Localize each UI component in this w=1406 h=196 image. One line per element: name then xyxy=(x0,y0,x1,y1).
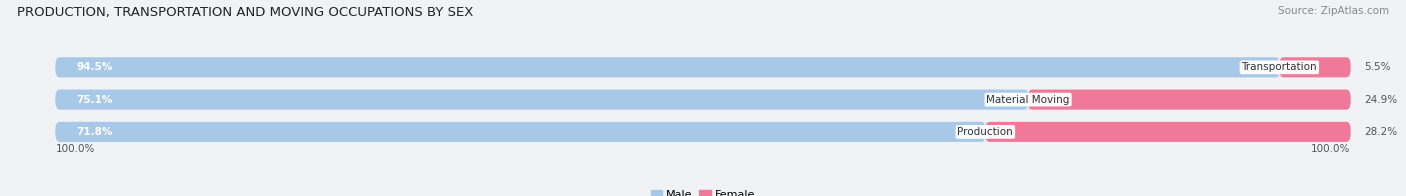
Text: Production: Production xyxy=(957,127,1014,137)
Text: 100.0%: 100.0% xyxy=(1312,144,1351,154)
FancyBboxPatch shape xyxy=(55,122,1351,142)
FancyBboxPatch shape xyxy=(55,57,1351,77)
Text: 94.5%: 94.5% xyxy=(76,62,112,72)
Text: 24.9%: 24.9% xyxy=(1364,95,1398,105)
Text: 28.2%: 28.2% xyxy=(1364,127,1398,137)
Text: 5.5%: 5.5% xyxy=(1364,62,1391,72)
Text: Material Moving: Material Moving xyxy=(987,95,1070,105)
FancyBboxPatch shape xyxy=(55,90,1028,110)
Legend: Male, Female: Male, Female xyxy=(647,185,759,196)
Text: 71.8%: 71.8% xyxy=(76,127,112,137)
FancyBboxPatch shape xyxy=(1028,90,1351,110)
Text: 75.1%: 75.1% xyxy=(76,95,112,105)
FancyBboxPatch shape xyxy=(986,122,1351,142)
Text: 100.0%: 100.0% xyxy=(55,144,94,154)
Text: Source: ZipAtlas.com: Source: ZipAtlas.com xyxy=(1278,6,1389,16)
FancyBboxPatch shape xyxy=(55,122,986,142)
Text: PRODUCTION, TRANSPORTATION AND MOVING OCCUPATIONS BY SEX: PRODUCTION, TRANSPORTATION AND MOVING OC… xyxy=(17,6,474,19)
FancyBboxPatch shape xyxy=(55,57,1279,77)
FancyBboxPatch shape xyxy=(1279,57,1351,77)
Text: Transportation: Transportation xyxy=(1241,62,1317,72)
FancyBboxPatch shape xyxy=(55,90,1351,110)
